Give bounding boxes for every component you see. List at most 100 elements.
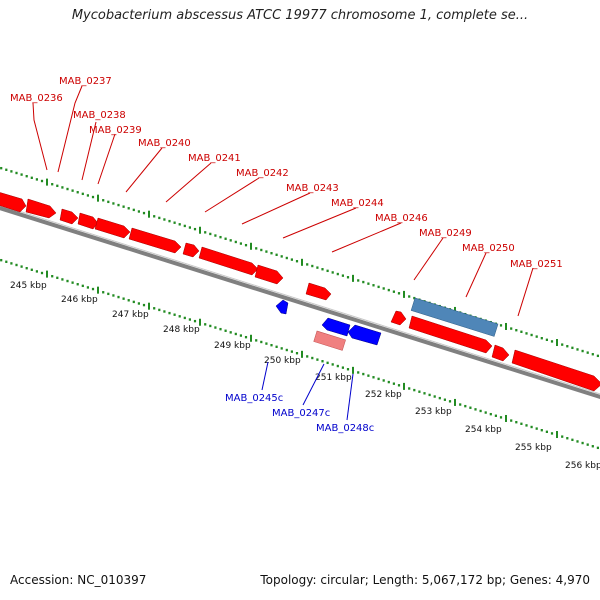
gene-label-mab-0246[interactable]: MAB_0246 — [375, 213, 428, 224]
minor-tick — [163, 218, 166, 221]
scale-label: 252 kbp — [365, 390, 402, 400]
major-tick — [505, 414, 507, 422]
minor-tick — [576, 348, 579, 351]
gene-arrow-mab-0250[interactable] — [408, 315, 493, 354]
minor-tick — [117, 203, 120, 207]
gene-arrow-mab-0238[interactable] — [59, 208, 79, 225]
gene-arrow-mab-0241[interactable] — [128, 227, 182, 254]
minor-tick — [331, 363, 334, 366]
minor-tick — [357, 279, 360, 282]
gene-arrow-mab-0251[interactable] — [511, 349, 600, 392]
scale-label: 255 kbp — [515, 443, 552, 453]
highlight-block-reverse[interactable] — [410, 297, 499, 337]
minor-tick — [510, 419, 513, 422]
gene-arrow-mab-0242[interactable] — [182, 242, 200, 258]
gene-label-mab-0244[interactable]: MAB_0244 — [331, 198, 384, 209]
minor-tick — [510, 327, 513, 330]
minor-tick — [219, 327, 222, 331]
minor-tick — [326, 361, 329, 365]
minor-tick — [321, 268, 324, 271]
gene-label-mab-0243[interactable]: MAB_0243 — [286, 183, 339, 194]
minor-tick — [479, 409, 482, 413]
gene-arrow-mab-0237[interactable] — [25, 198, 57, 219]
gene-arrow-mab-0246[interactable] — [305, 282, 332, 301]
minor-tick — [581, 349, 584, 353]
highlight-block-forward[interactable] — [313, 330, 346, 351]
minor-tick — [306, 263, 309, 266]
scale-label: 248 kbp — [163, 325, 200, 335]
major-tick — [46, 270, 48, 278]
major-tick — [199, 226, 201, 234]
gene-label-mab-0245c[interactable]: MAB_0245c — [225, 393, 283, 404]
gene-arrow-mab-0247c[interactable] — [321, 317, 351, 337]
gene-label-mab-0241[interactable]: MAB_0241 — [188, 153, 241, 164]
gene-label-mab-0248c[interactable]: MAB_0248c — [316, 423, 374, 434]
minor-tick — [561, 343, 564, 346]
minor-tick — [66, 279, 69, 283]
gene-label-mab-0237[interactable]: MAB_0237 — [59, 76, 112, 87]
minor-tick — [290, 350, 293, 353]
gene-label-mab-0239[interactable]: MAB_0239 — [89, 125, 142, 136]
minor-tick — [280, 255, 283, 258]
major-tick — [556, 339, 558, 347]
genome-summary-text: Topology: circular; Length: 5,067,172 bp… — [260, 573, 590, 587]
minor-tick — [377, 285, 380, 289]
gene-arrow-mab-0249[interactable] — [390, 310, 407, 326]
minor-tick — [168, 311, 171, 315]
minor-tick — [397, 292, 401, 295]
minor-tick — [596, 354, 599, 358]
minor-tick — [188, 318, 191, 321]
minor-tick — [469, 406, 472, 409]
minor-tick — [107, 292, 110, 296]
gene-label-mab-0238[interactable]: MAB_0238 — [73, 110, 126, 121]
minor-tick — [459, 403, 462, 406]
minor-tick — [71, 281, 74, 284]
minor-tick — [158, 308, 161, 312]
minor-tick — [122, 297, 125, 300]
minor-tick — [423, 392, 426, 395]
gene-label-mab-0247c[interactable]: MAB_0247c — [272, 408, 330, 419]
minor-tick — [270, 251, 273, 255]
minor-tick — [275, 345, 278, 348]
gene-arrow-mab-0250b[interactable] — [491, 344, 510, 362]
minor-tick — [260, 248, 263, 252]
gene-label-mab-0250[interactable]: MAB_0250 — [462, 243, 515, 254]
minor-tick — [71, 189, 74, 192]
minor-tick — [448, 400, 452, 403]
gene-label-mab-0251[interactable]: MAB_0251 — [510, 259, 563, 270]
gene-arrow-mab-0248c[interactable] — [347, 324, 382, 346]
minor-tick — [40, 271, 44, 275]
minor-tick — [331, 271, 334, 274]
minor-tick — [107, 200, 110, 204]
minor-tick — [188, 226, 191, 229]
minor-tick — [336, 272, 339, 276]
gene-arrow-mab-0245c[interactable] — [275, 299, 289, 315]
minor-tick — [382, 287, 385, 290]
gene-arrow-mab-0239[interactable] — [77, 212, 99, 230]
minor-tick — [229, 239, 232, 242]
major-tick — [403, 382, 405, 390]
gene-arrow-mab-0243[interactable] — [198, 246, 259, 276]
major-tick — [505, 322, 507, 330]
minor-tick — [392, 382, 395, 385]
gene-arrow-mab-0236[interactable] — [0, 191, 27, 213]
minor-tick — [204, 323, 207, 326]
minor-tick — [484, 411, 487, 414]
gene-label-mab-0242[interactable]: MAB_0242 — [236, 168, 289, 179]
minor-tick — [91, 195, 95, 199]
minor-tick — [443, 398, 446, 401]
minor-tick — [392, 290, 395, 293]
gene-arrow-mab-0240[interactable] — [94, 217, 131, 239]
minor-tick — [5, 260, 8, 263]
gene-label-mab-0249[interactable]: MAB_0249 — [419, 228, 472, 239]
minor-tick — [418, 390, 421, 393]
minor-tick — [377, 377, 380, 381]
minor-tick — [234, 332, 237, 336]
minor-tick — [280, 347, 283, 350]
gene-label-mab-0236[interactable]: MAB_0236 — [10, 93, 63, 104]
scale-label: 250 kbp — [264, 356, 301, 366]
gene-label-mab-0240[interactable]: MAB_0240 — [138, 138, 191, 149]
gene-arrow-mab-0244[interactable] — [254, 264, 284, 285]
minor-tick — [545, 338, 548, 342]
